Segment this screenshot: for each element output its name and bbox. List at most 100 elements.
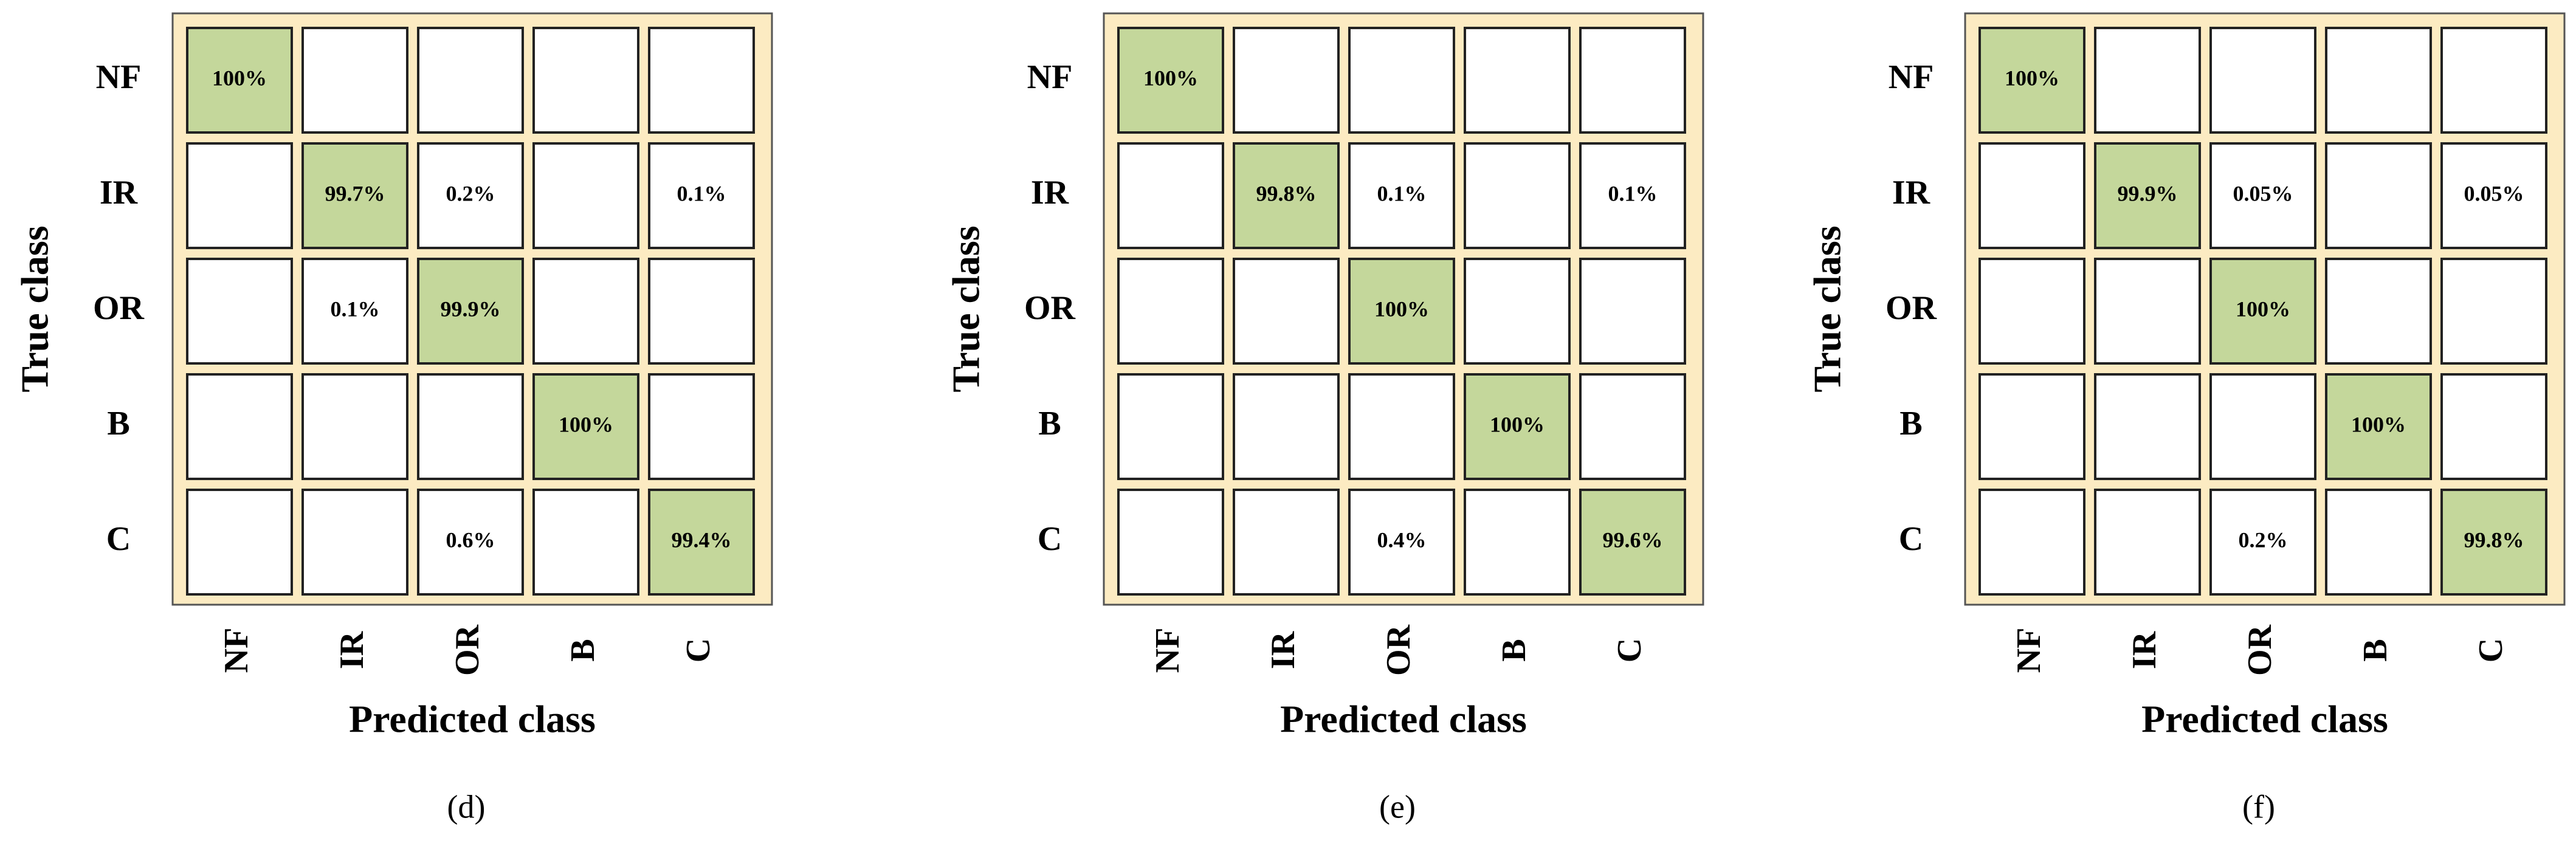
empty-cell bbox=[1233, 258, 1340, 365]
empty-cell bbox=[2325, 27, 2432, 134]
y-tick-label: B bbox=[107, 405, 129, 442]
y-tick-label: C bbox=[1899, 520, 1923, 558]
x-tick-label: B bbox=[2357, 639, 2394, 661]
x-tick-label: NF bbox=[2010, 628, 2048, 673]
cell bbox=[186, 27, 293, 134]
cell bbox=[2440, 489, 2547, 596]
cell-value-label: 100% bbox=[1490, 412, 1545, 436]
empty-cell bbox=[1464, 258, 1571, 365]
y-tick-label: B bbox=[1038, 405, 1061, 442]
y-axis-title: True class bbox=[13, 225, 57, 392]
empty-cell bbox=[648, 258, 755, 365]
y-tick-label: C bbox=[1038, 520, 1062, 558]
cell bbox=[417, 489, 524, 596]
empty-cell bbox=[1978, 258, 2085, 365]
cell-value-label: 100% bbox=[2005, 66, 2059, 90]
y-tick-label: IR bbox=[1892, 174, 1930, 211]
empty-cell bbox=[2094, 258, 2201, 365]
empty-cell bbox=[1233, 489, 1340, 596]
y-tick-label: NF bbox=[1027, 58, 1073, 96]
x-tick-label: B bbox=[564, 639, 602, 661]
empty-cell bbox=[1978, 373, 2085, 480]
y-tick-label: IR bbox=[1031, 174, 1069, 211]
cell-value-label: 0.1% bbox=[1608, 181, 1658, 205]
cell bbox=[1464, 373, 1571, 480]
y-axis-title: True class bbox=[1806, 225, 1849, 392]
cell bbox=[1348, 489, 1455, 596]
cell bbox=[2209, 489, 2316, 596]
x-tick-label: C bbox=[1611, 638, 1648, 662]
x-tick-label: OR bbox=[1380, 624, 1417, 676]
cell bbox=[532, 373, 639, 480]
empty-cell bbox=[1348, 27, 1455, 134]
empty-cell bbox=[186, 142, 293, 249]
y-tick-label: OR bbox=[1024, 289, 1076, 327]
empty-cell bbox=[1117, 373, 1224, 480]
empty-cell bbox=[2325, 489, 2432, 596]
empty-cell bbox=[2094, 27, 2201, 134]
cell bbox=[648, 489, 755, 596]
empty-cell bbox=[417, 27, 524, 134]
x-tick-label: IR bbox=[1264, 631, 1302, 669]
cell bbox=[1348, 258, 1455, 365]
cell bbox=[2094, 142, 2201, 249]
cell-value-label: 0.4% bbox=[1377, 528, 1427, 552]
empty-cell bbox=[1117, 489, 1224, 596]
cell-value-label: 99.8% bbox=[2464, 528, 2524, 552]
empty-cell bbox=[1464, 27, 1571, 134]
x-tick-label: C bbox=[680, 638, 717, 662]
confusion-matrix: 100% 99.8% 0.1% 0.1% 100% 100% 0.4% 99.6% NF IR OR… bbox=[945, 12, 1704, 825]
cell-value-label: 99.8% bbox=[1256, 181, 1317, 205]
empty-cell bbox=[417, 373, 524, 480]
cell-value-label: 100% bbox=[2351, 412, 2406, 436]
empty-cell bbox=[1233, 27, 1340, 134]
cell-value-label: 0.05% bbox=[2233, 181, 2293, 205]
cell-value-label: 0.6% bbox=[446, 528, 495, 552]
x-axis-title: Predicted class bbox=[2141, 698, 2388, 741]
empty-cell bbox=[1117, 142, 1224, 249]
y-tick-label: OR bbox=[93, 289, 145, 327]
x-tick-label: NF bbox=[218, 628, 255, 673]
cell bbox=[301, 258, 408, 365]
y-tick-label: B bbox=[1899, 405, 1922, 442]
empty-cell bbox=[532, 142, 639, 249]
empty-cell bbox=[301, 373, 408, 480]
empty-cell bbox=[2209, 27, 2316, 134]
empty-cell bbox=[1579, 258, 1686, 365]
x-tick-label: NF bbox=[1149, 628, 1186, 673]
empty-cell bbox=[186, 489, 293, 596]
empty-cell bbox=[2094, 489, 2201, 596]
empty-cell bbox=[1117, 258, 1224, 365]
y-tick-label: C bbox=[106, 520, 131, 558]
y-tick-label: NF bbox=[96, 58, 142, 96]
x-axis-title: Predicted class bbox=[1280, 698, 1527, 741]
cell-value-label: 0.1% bbox=[677, 181, 726, 205]
panel-caption: (f) bbox=[2242, 788, 2275, 825]
panel-caption: (e) bbox=[1379, 788, 1416, 825]
empty-cell bbox=[186, 373, 293, 480]
empty-cell bbox=[2094, 373, 2201, 480]
empty-cell bbox=[648, 27, 755, 134]
empty-cell bbox=[2440, 27, 2547, 134]
empty-cell bbox=[186, 258, 293, 365]
cell bbox=[417, 142, 524, 249]
cell-value-label: 0.1% bbox=[1377, 181, 1427, 205]
cell-value-label: 0.05% bbox=[2464, 181, 2524, 205]
empty-cell bbox=[1978, 489, 2085, 596]
cell bbox=[2440, 142, 2547, 249]
empty-cell bbox=[2209, 373, 2316, 480]
x-tick-label: IR bbox=[2126, 631, 2163, 669]
empty-cell bbox=[1464, 142, 1571, 249]
x-tick-label: B bbox=[1495, 639, 1533, 661]
cell-value-label: 100% bbox=[212, 66, 267, 90]
empty-cell bbox=[301, 489, 408, 596]
cell bbox=[648, 142, 755, 249]
empty-cell bbox=[2325, 258, 2432, 365]
cell bbox=[2325, 373, 2432, 480]
y-tick-label: OR bbox=[1886, 289, 1937, 327]
cell-value-label: 99.6% bbox=[1603, 528, 1663, 552]
cell-value-label: 100% bbox=[1374, 297, 1429, 321]
cell bbox=[2209, 258, 2316, 365]
